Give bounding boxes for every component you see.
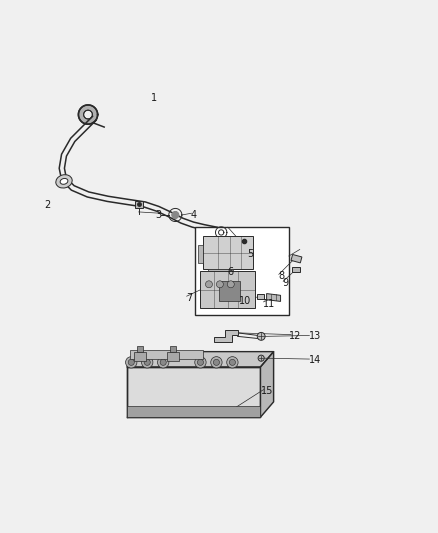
- Circle shape: [227, 357, 238, 368]
- Bar: [134, 352, 146, 361]
- Bar: [198, 245, 203, 263]
- Bar: [200, 271, 255, 309]
- Circle shape: [198, 359, 204, 366]
- Polygon shape: [127, 352, 274, 367]
- Text: 2: 2: [44, 200, 51, 211]
- Bar: [203, 236, 253, 269]
- Circle shape: [128, 359, 134, 366]
- Circle shape: [258, 355, 264, 361]
- Circle shape: [257, 333, 265, 340]
- Circle shape: [160, 359, 166, 366]
- Bar: [195, 227, 289, 314]
- Bar: [208, 269, 233, 274]
- Bar: [166, 352, 179, 361]
- Polygon shape: [172, 212, 179, 218]
- Text: 1: 1: [151, 93, 157, 103]
- Text: 6: 6: [228, 266, 234, 277]
- Bar: [257, 294, 264, 299]
- Text: 3: 3: [155, 210, 162, 220]
- Ellipse shape: [56, 175, 72, 188]
- Text: 15: 15: [261, 386, 273, 396]
- Circle shape: [126, 357, 137, 368]
- Bar: [127, 406, 261, 417]
- Text: 7: 7: [186, 293, 193, 303]
- Circle shape: [144, 359, 150, 366]
- Polygon shape: [267, 294, 281, 302]
- Bar: [219, 280, 240, 301]
- Wedge shape: [78, 105, 98, 124]
- Circle shape: [141, 357, 153, 368]
- Bar: [292, 266, 300, 272]
- Circle shape: [211, 357, 222, 368]
- Circle shape: [227, 281, 234, 288]
- Circle shape: [158, 357, 169, 368]
- Text: 8: 8: [278, 271, 284, 281]
- Bar: [170, 346, 176, 352]
- Text: 12: 12: [289, 332, 301, 341]
- Bar: [127, 367, 261, 417]
- Bar: [135, 200, 143, 207]
- Text: 9: 9: [283, 278, 289, 288]
- Bar: [137, 346, 143, 352]
- Text: 11: 11: [263, 298, 275, 309]
- Circle shape: [216, 281, 223, 288]
- Bar: [130, 350, 203, 359]
- Bar: [291, 254, 302, 263]
- Circle shape: [205, 281, 212, 288]
- Ellipse shape: [60, 179, 68, 184]
- Text: 10: 10: [239, 296, 251, 306]
- Text: 4: 4: [191, 210, 197, 220]
- Polygon shape: [215, 330, 237, 343]
- Text: 14: 14: [308, 356, 321, 365]
- Text: 13: 13: [308, 332, 321, 341]
- Circle shape: [213, 359, 219, 366]
- Text: 5: 5: [247, 249, 254, 259]
- Circle shape: [230, 359, 236, 366]
- Circle shape: [195, 357, 206, 368]
- Polygon shape: [261, 352, 274, 417]
